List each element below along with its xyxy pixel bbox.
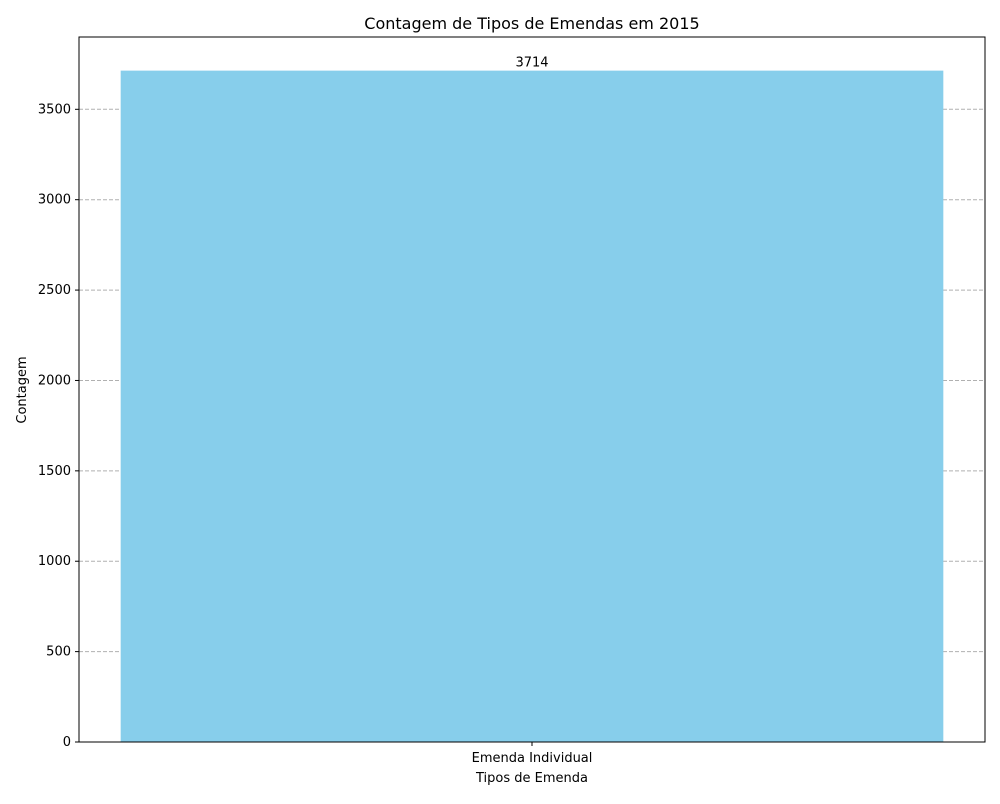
chart-title: Contagem de Tipos de Emendas em 2015 [364,14,699,33]
y-tick-label: 3500 [38,102,71,117]
bars [120,70,944,743]
x-axis-ticks: Emenda Individual [472,742,593,766]
y-tick-label: 2500 [38,283,71,298]
data-labels: 3714 [515,56,548,71]
bar-value-label: 3714 [515,56,548,71]
y-tick-label: 1500 [38,464,71,479]
y-tick-label: 1000 [38,554,71,569]
x-tick-label: Emenda Individual [472,751,593,766]
y-tick-label: 2000 [38,373,71,388]
bar [120,70,944,743]
y-tick-label: 500 [46,645,71,660]
x-axis-label: Tipos de Emenda [475,771,588,786]
y-axis-ticks: 0 500 1000 1500 2000 2500 3000 3500 [38,102,79,750]
y-tick-label: 3000 [38,193,71,208]
y-tick-label: 0 [63,735,71,750]
y-axis-label: Contagem [15,356,30,423]
